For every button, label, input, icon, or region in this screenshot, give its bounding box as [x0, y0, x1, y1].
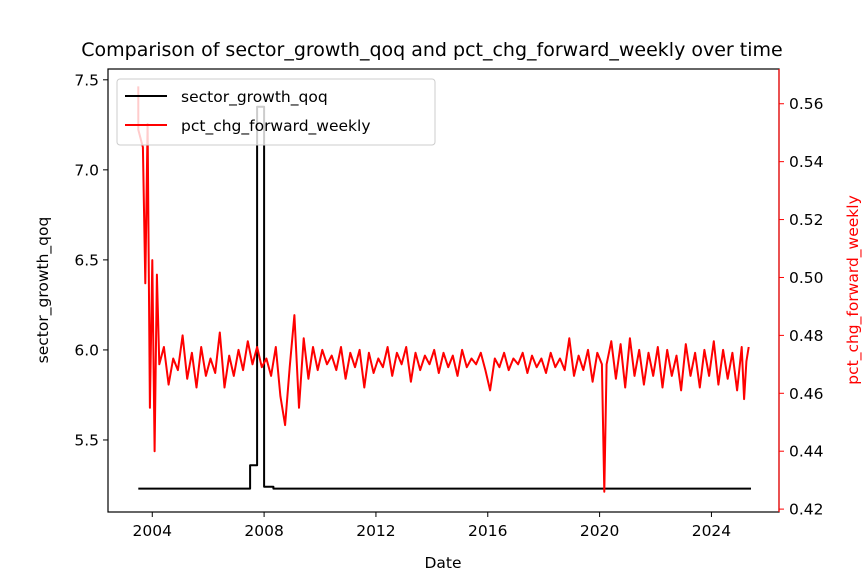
right-axis-label: pct_chg_forward_weekly [844, 195, 863, 385]
chart-title: Comparison of sector_growth_qoq and pct_… [81, 39, 782, 61]
left-axis-label: sector_growth_qoq [34, 217, 53, 364]
x-axis-ticks: 2004 2008 2012 2016 2020 2024 [133, 512, 731, 540]
legend-label-pct-chg-forward-weekly: pct_chg_forward_weekly [181, 117, 371, 136]
legend: sector_growth_qoq pct_chg_forward_weekly [116, 78, 436, 146]
x-tick-label-2004: 2004 [133, 522, 172, 540]
left-tick-label-6.0: 6.0 [74, 341, 99, 359]
series-line-pct-chg-forward-weekly [137, 86, 750, 493]
left-tick-label-6.5: 6.5 [74, 251, 99, 269]
left-tick-label-5.5: 5.5 [74, 431, 99, 449]
legend-label-sector-growth-qoq: sector_growth_qoq [181, 88, 328, 107]
right-tick-label-0.46: 0.46 [789, 385, 824, 403]
left-tick-label-7.5: 7.5 [74, 71, 99, 89]
left-tick-label-7.0: 7.0 [74, 161, 99, 179]
x-tick-label-2024: 2024 [692, 522, 731, 540]
right-tick-label-0.56: 0.56 [789, 95, 824, 113]
x-axis-label: Date [424, 554, 461, 572]
right-tick-label-0.54: 0.54 [789, 153, 824, 171]
x-tick-label-2016: 2016 [468, 522, 507, 540]
legend-frame [116, 78, 436, 146]
right-axis-ticks: 0.42 0.44 0.46 0.48 0.50 0.52 0.54 0.56 [779, 95, 824, 519]
right-tick-label-0.48: 0.48 [789, 327, 824, 345]
x-tick-label-2020: 2020 [580, 522, 619, 540]
x-tick-label-2008: 2008 [244, 522, 283, 540]
right-tick-label-0.42: 0.42 [789, 501, 824, 519]
right-tick-label-0.52: 0.52 [789, 211, 824, 229]
right-tick-label-0.44: 0.44 [789, 443, 824, 461]
left-axis-ticks: 5.5 6.0 6.5 7.0 7.5 [74, 71, 108, 449]
x-tick-label-2012: 2012 [356, 522, 395, 540]
right-tick-label-0.50: 0.50 [789, 269, 824, 287]
